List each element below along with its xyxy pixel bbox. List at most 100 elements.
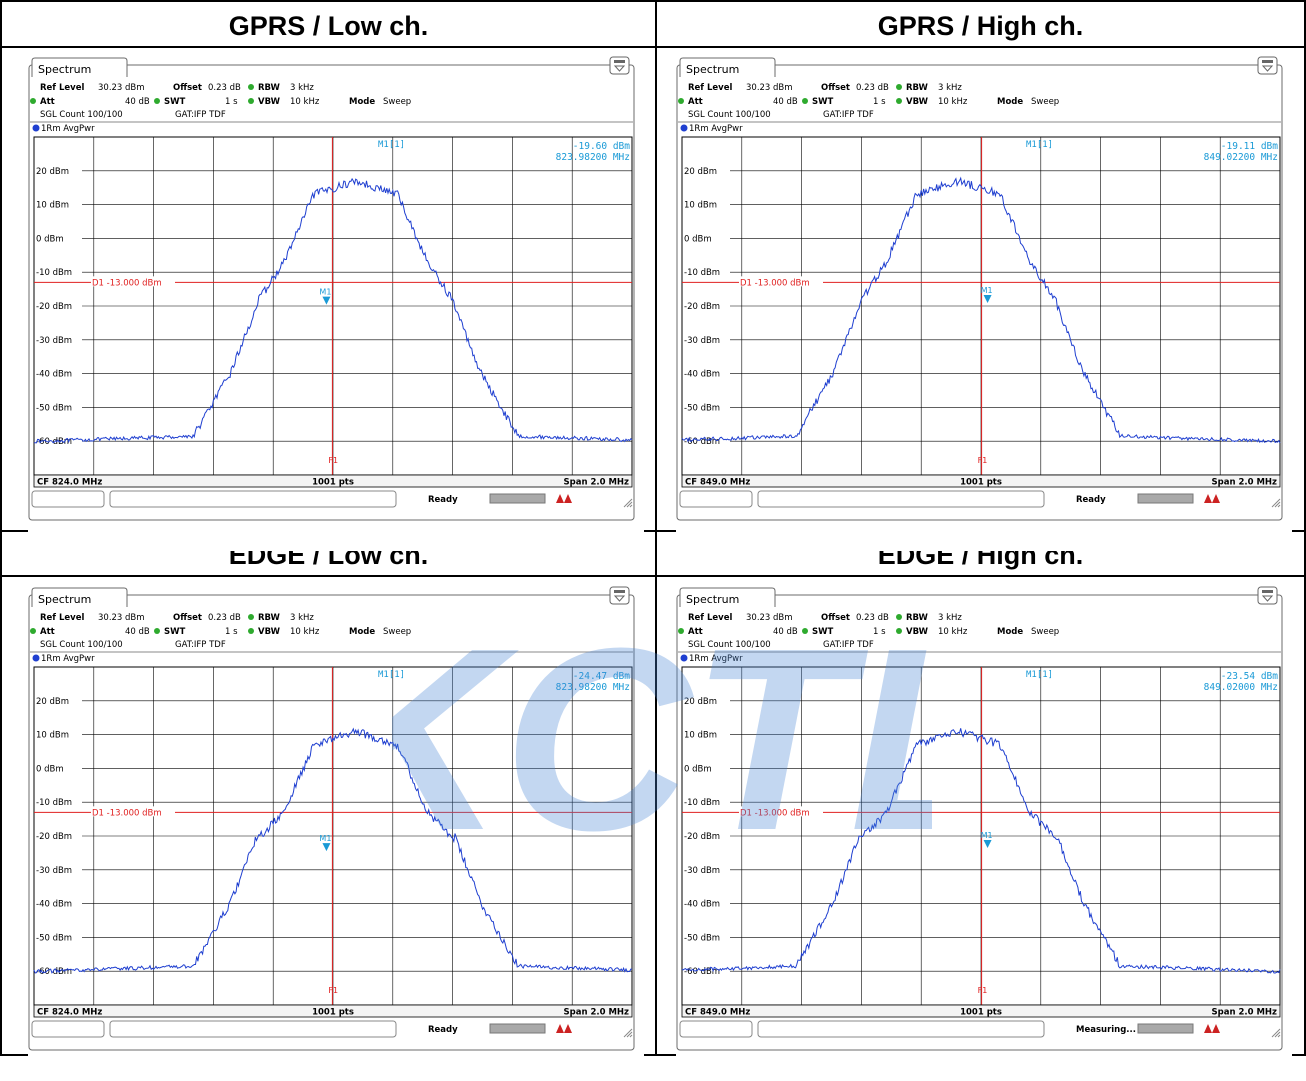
swt-value: 1 s xyxy=(873,97,886,107)
status-dot xyxy=(896,628,902,634)
spectrum-tab xyxy=(31,587,128,607)
message-field[interactable] xyxy=(109,1020,397,1038)
status-field[interactable] xyxy=(679,1020,753,1038)
center-frequency: CF 824.0 MHz xyxy=(37,1008,102,1018)
instrument-logo-icon xyxy=(556,1024,572,1033)
swt-label: SWT xyxy=(164,97,185,107)
instrument-logo-icon xyxy=(1204,1024,1220,1033)
gat-label: GAT:IFP TDF xyxy=(175,110,226,120)
y-tick-label: -30 dBm xyxy=(684,866,720,876)
swt-value: 1 s xyxy=(873,627,886,637)
vbw-label: VBW xyxy=(258,97,281,107)
status-field[interactable] xyxy=(31,1020,105,1038)
y-tick-label: -10 dBm xyxy=(684,798,720,808)
rbw-value: 3 kHz xyxy=(290,613,314,623)
y-tick-label: 0 dBm xyxy=(36,234,64,244)
rbw-value: 3 kHz xyxy=(938,83,962,93)
status-field[interactable] xyxy=(679,490,753,508)
marker-m1-tag: M1 xyxy=(319,834,331,843)
mode-value: Sweep xyxy=(1031,97,1059,107)
y-tick-label: -20 dBm xyxy=(36,302,72,312)
y-tick-label: -60 dBm xyxy=(684,437,720,447)
marker-frequency: 823.98200 MHz xyxy=(556,152,630,163)
message-field[interactable] xyxy=(109,490,397,508)
d1-label-bg xyxy=(739,806,823,817)
status-dot xyxy=(896,84,902,90)
progress-bar xyxy=(1137,1023,1194,1034)
offset-value: 0.23 dB xyxy=(856,613,889,623)
y-tick-label: -60 dBm xyxy=(684,967,720,977)
menu-dropdown-icon[interactable] xyxy=(609,56,630,75)
ref-level-value: 30.23 dBm xyxy=(98,613,145,623)
spectrum-trace xyxy=(681,728,1281,974)
y-tick-label: -10 dBm xyxy=(36,798,72,808)
mode-label: Mode xyxy=(349,627,375,637)
y-tick-label: -20 dBm xyxy=(684,302,720,312)
y-tick-label: 20 dBm xyxy=(684,167,717,177)
marker-m1-triangle xyxy=(322,843,331,852)
spectrum-panel: Spectrum Ref Level 30.23 dBm Offset 0.23 dB R… xyxy=(676,585,1292,1081)
center-frequency: CF 824.0 MHz xyxy=(37,478,102,488)
marker-frequency: 823.98200 MHz xyxy=(556,682,630,693)
marker-name: M1[1] xyxy=(1026,140,1053,150)
spectrum-trace xyxy=(33,727,633,974)
vbw-value: 10 kHz xyxy=(938,97,968,107)
trace-label: 1Rm AvgPwr xyxy=(41,654,95,664)
marker-name: M1[1] xyxy=(378,140,405,150)
spectrum-panel: Spectrum Ref Level 30.23 dBm Offset 0.23 dB R… xyxy=(28,585,644,1081)
att-value: 40 dB xyxy=(125,97,150,107)
menu-dropdown-icon[interactable] xyxy=(609,586,630,605)
d1-label: D1 -13.000 dBm xyxy=(740,278,810,288)
y-tick-label: -10 dBm xyxy=(36,268,72,278)
marker-level: -23.54 dBm xyxy=(1221,671,1278,682)
span-label: Span 2.0 MHz xyxy=(1212,478,1278,488)
offset-label: Offset xyxy=(821,83,850,93)
marker-level: -19.11 dBm xyxy=(1221,141,1278,152)
y-tick-label: -50 dBm xyxy=(36,933,72,943)
offset-label: Offset xyxy=(821,613,850,623)
marker-m1-tag: M1 xyxy=(981,286,993,295)
status-text: Measuring... xyxy=(1076,1025,1136,1035)
status-dot xyxy=(896,98,902,104)
d1-label-bg xyxy=(91,276,175,287)
points-count: 1001 pts xyxy=(312,478,354,488)
swt-label: SWT xyxy=(812,627,833,637)
menu-icon-bar xyxy=(614,60,625,63)
y-tick-label: 10 dBm xyxy=(36,731,69,741)
att-label: Att xyxy=(688,627,703,637)
status-dot xyxy=(248,628,254,634)
menu-dropdown-icon[interactable] xyxy=(1257,56,1278,75)
message-field[interactable] xyxy=(757,1020,1045,1038)
y-tick-label: 20 dBm xyxy=(36,697,69,707)
spectrum-tab xyxy=(31,57,128,77)
att-value: 40 dB xyxy=(125,627,150,637)
swt-label: SWT xyxy=(812,97,833,107)
points-count: 1001 pts xyxy=(312,1008,354,1018)
status-field[interactable] xyxy=(31,490,105,508)
trace-indicator xyxy=(32,124,40,132)
status-text: Ready xyxy=(428,495,458,505)
progress-bar xyxy=(1137,493,1194,504)
y-tick-label: -60 dBm xyxy=(36,967,72,977)
resize-grip-icon xyxy=(1271,498,1281,508)
spectrum-panel: Spectrum Ref Level 30.23 dBm Offset 0.23 dB R… xyxy=(28,55,644,551)
menu-dropdown-icon[interactable] xyxy=(1257,586,1278,605)
marker-level: -24.47 dBm xyxy=(573,671,630,682)
mode-value: Sweep xyxy=(383,627,411,637)
sgl-count: SGL Count 100/100 xyxy=(40,110,123,120)
spectrum-tab xyxy=(679,587,776,607)
ref-level-value: 30.23 dBm xyxy=(746,613,793,623)
status-dot xyxy=(154,628,160,634)
spectrum-trace xyxy=(681,176,1281,444)
marker-level: -19.60 dBm xyxy=(573,141,630,152)
status-text: Ready xyxy=(1076,495,1106,505)
spectrum-screen: Spectrum Ref Level 30.23 dBm Offset 0.23 dB R… xyxy=(676,585,1292,1081)
vbw-label: VBW xyxy=(906,627,929,637)
att-value: 40 dB xyxy=(773,97,798,107)
spectrum-tab-label: Spectrum xyxy=(686,63,739,76)
marker-name: M1[1] xyxy=(1026,670,1053,680)
message-field[interactable] xyxy=(757,490,1045,508)
panel-title: GPRS / Low ch. xyxy=(228,10,429,41)
spectrum-trace xyxy=(33,177,633,444)
status-dot xyxy=(30,628,36,634)
